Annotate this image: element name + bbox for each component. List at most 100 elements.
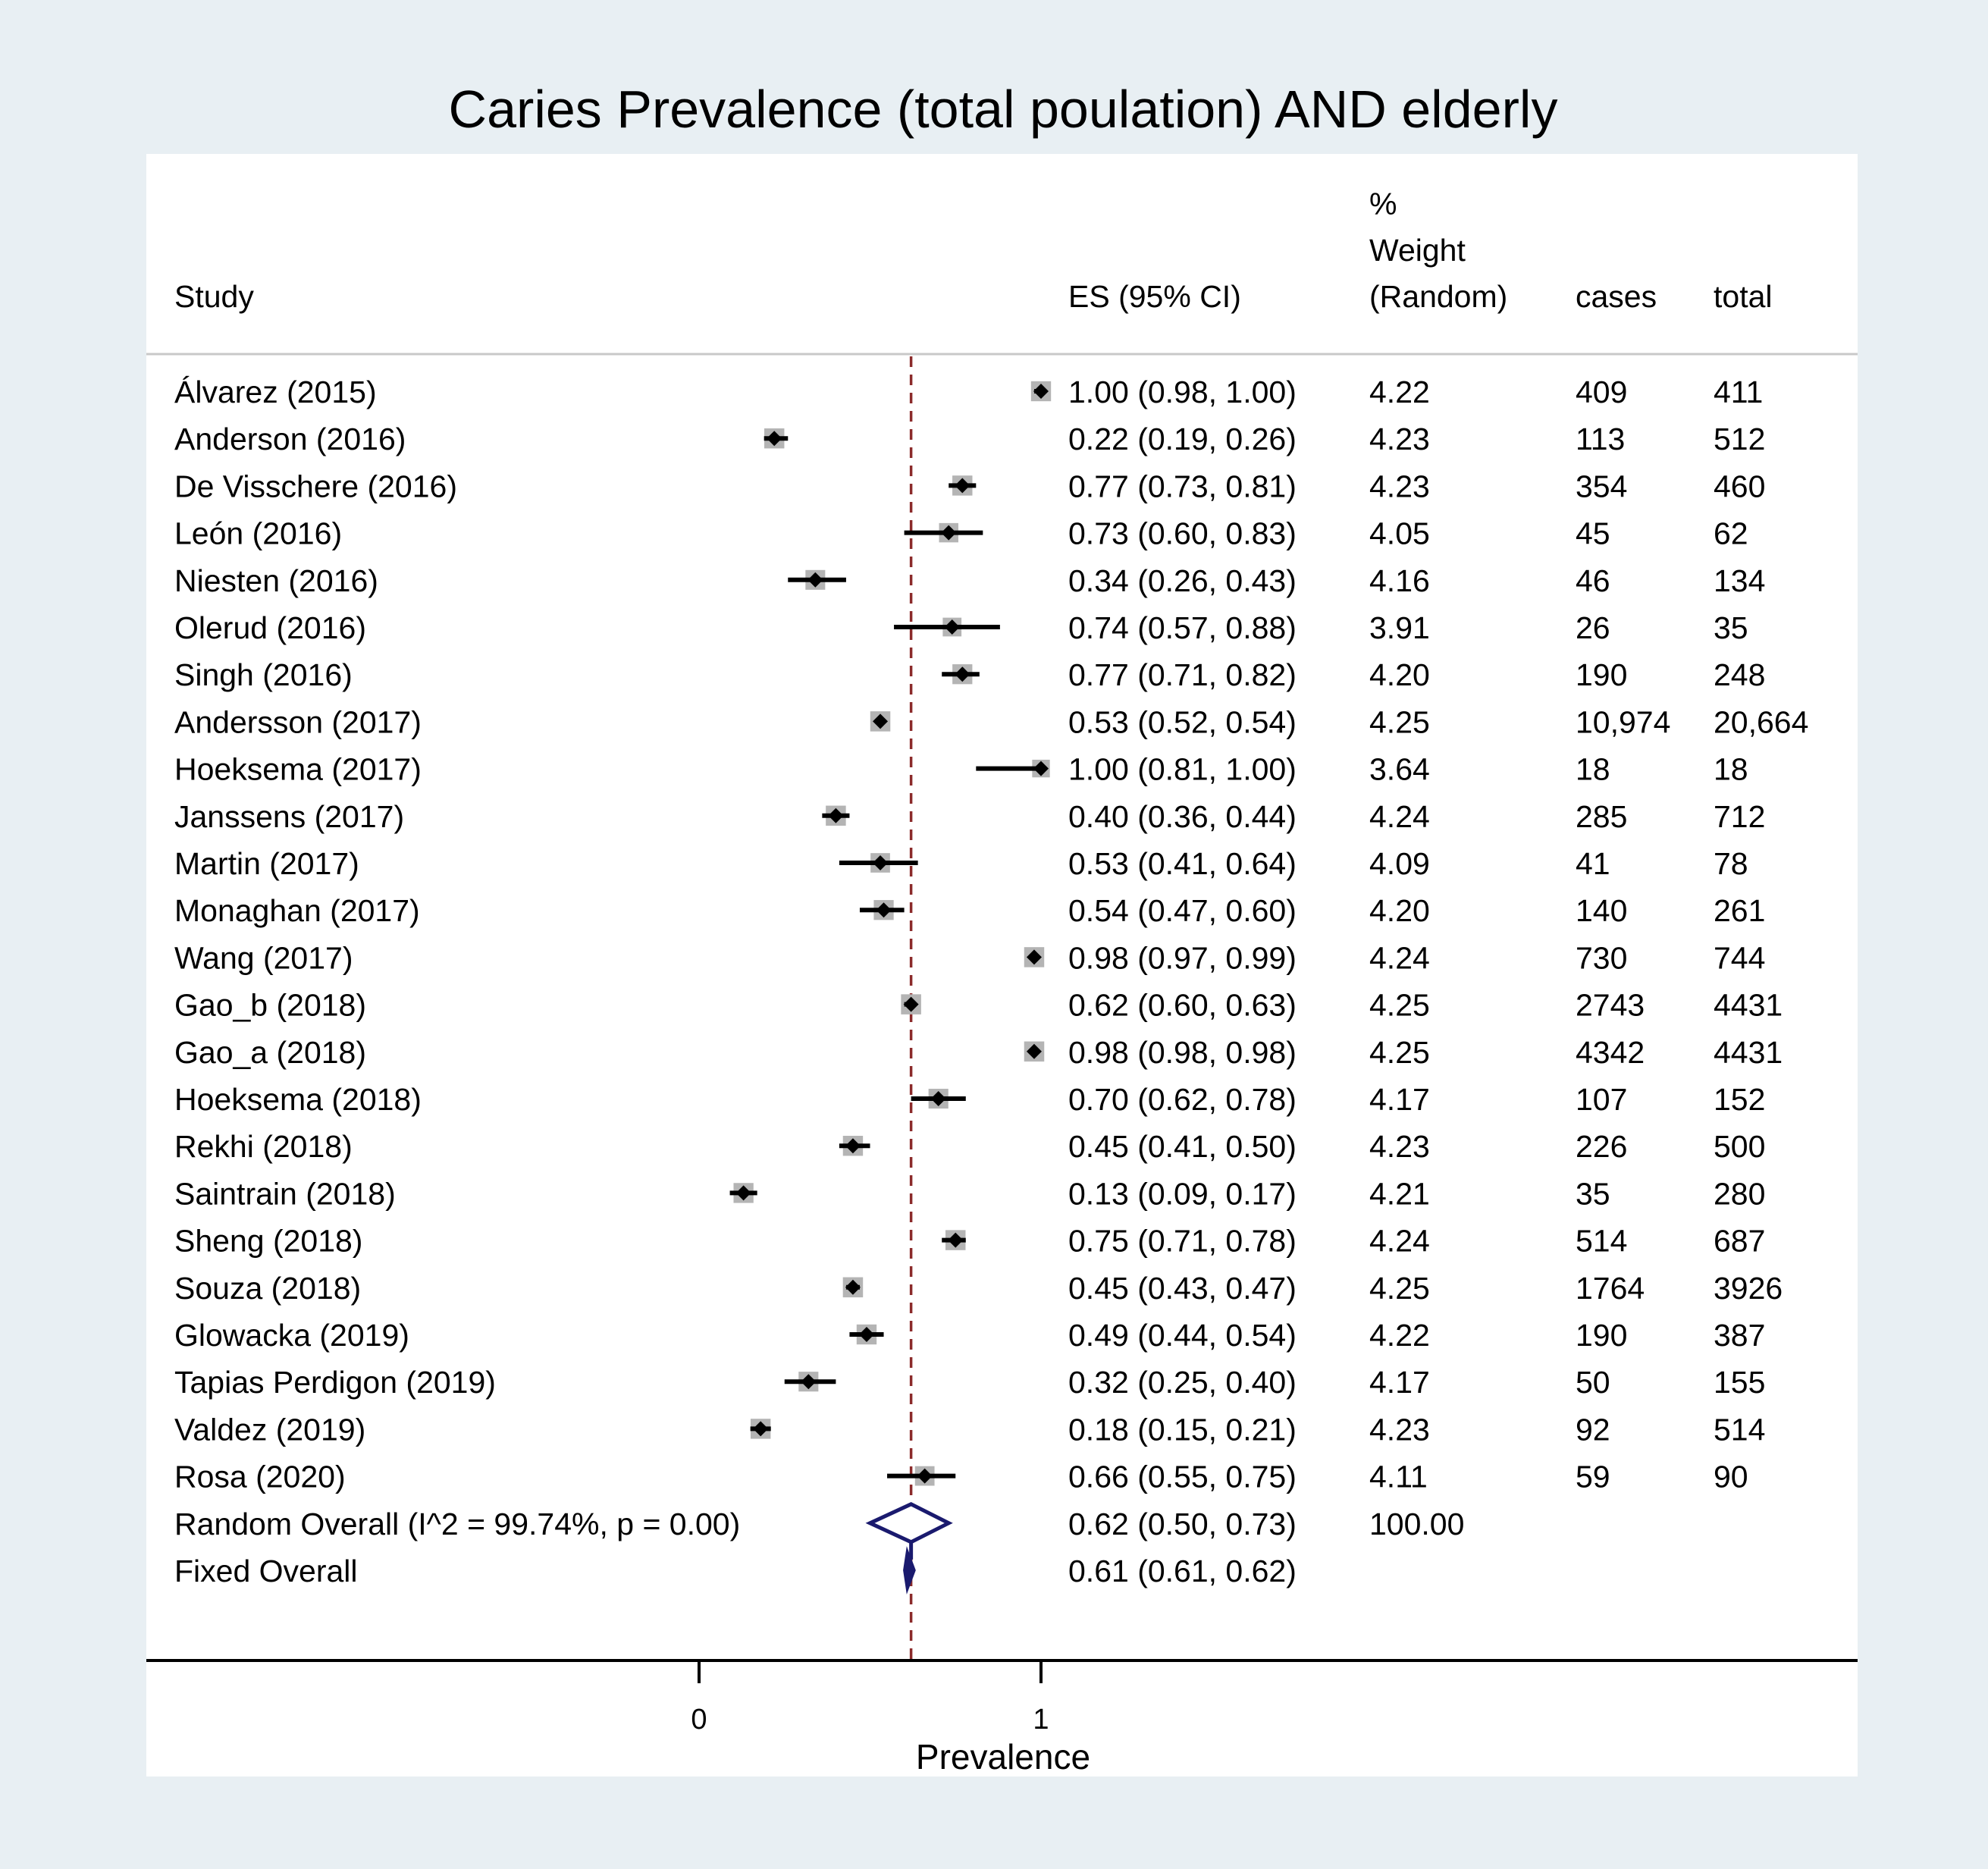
total-text: 3926	[1714, 1271, 1783, 1306]
weight-text: 4.23	[1369, 1129, 1430, 1164]
es-text: 0.40 (0.36, 0.44)	[1068, 799, 1297, 834]
cases-text: 409	[1576, 375, 1627, 409]
total-text: 280	[1714, 1176, 1765, 1211]
point-marker	[845, 1138, 861, 1154]
study-label: Souza (2018)	[174, 1271, 361, 1306]
study-label: Valdez (2019)	[174, 1412, 365, 1447]
weight-text: 4.20	[1369, 657, 1430, 692]
es-text: 0.77 (0.71, 0.82)	[1068, 657, 1297, 692]
total-text: 514	[1714, 1412, 1765, 1447]
point-marker	[1033, 384, 1049, 399]
es-text: 0.18 (0.15, 0.21)	[1068, 1412, 1297, 1447]
es-text: 0.70 (0.62, 0.78)	[1068, 1082, 1297, 1117]
point-marker	[1026, 949, 1042, 965]
es-text: 0.98 (0.97, 0.99)	[1068, 940, 1297, 975]
header-es: ES (95% CI)	[1068, 279, 1241, 314]
point-marker	[930, 1091, 946, 1106]
weight-text: 4.21	[1369, 1176, 1430, 1211]
header-study: Study	[174, 279, 254, 314]
point-marker	[845, 1279, 861, 1295]
weight-text: 4.22	[1369, 1318, 1430, 1353]
total-text: 744	[1714, 940, 1765, 975]
x-axis-label: Prevalence	[916, 1737, 1090, 1776]
study-label: Glowacka (2019)	[174, 1318, 409, 1353]
point-marker	[955, 666, 970, 682]
study-label: Hoeksema (2017)	[174, 752, 422, 787]
point-marker	[807, 572, 823, 588]
study-label: Saintrain (2018)	[174, 1176, 396, 1211]
study-label: Tapias Perdigon (2019)	[174, 1365, 496, 1400]
point-marker	[1033, 760, 1049, 776]
study-label: Álvarez (2015)	[174, 375, 377, 409]
weight-text: 4.23	[1369, 422, 1430, 456]
point-marker	[801, 1374, 817, 1390]
random-overall-diamond	[865, 1502, 953, 1544]
total-text: 155	[1714, 1365, 1765, 1400]
es-text: 0.54 (0.47, 0.60)	[1068, 893, 1297, 928]
cases-text: 4342	[1576, 1035, 1645, 1070]
fixed-overall-diamond	[903, 1546, 916, 1595]
cases-text: 514	[1576, 1224, 1627, 1259]
es-text: 0.77 (0.73, 0.81)	[1068, 469, 1297, 503]
cases-text: 140	[1576, 893, 1627, 928]
total-text: 78	[1714, 846, 1748, 881]
study-label: Olerud (2016)	[174, 610, 366, 645]
total-text: 134	[1714, 563, 1765, 598]
point-marker	[873, 713, 889, 729]
weight-text: 4.11	[1369, 1460, 1428, 1494]
cases-text: 35	[1576, 1176, 1610, 1211]
weight-text: 4.24	[1369, 1224, 1430, 1259]
overall-weight-text: 100.00	[1369, 1507, 1464, 1541]
weight-text: 3.91	[1369, 610, 1430, 645]
weight-text: 4.05	[1369, 516, 1430, 551]
es-text: 0.34 (0.26, 0.43)	[1068, 563, 1297, 598]
point-marker	[903, 996, 919, 1012]
es-text: 0.22 (0.19, 0.26)	[1068, 422, 1297, 456]
study-label: Niesten (2016)	[174, 563, 378, 598]
weight-text: 4.24	[1369, 940, 1430, 975]
es-text: 0.73 (0.60, 0.83)	[1068, 516, 1297, 551]
study-label: Gao_a (2018)	[174, 1035, 366, 1070]
point-marker	[917, 1468, 933, 1484]
header-weight-line2: Weight	[1369, 233, 1466, 268]
es-text: 1.00 (0.81, 1.00)	[1068, 752, 1297, 787]
cases-text: 113	[1576, 422, 1625, 456]
study-label: Gao_b (2018)	[174, 988, 366, 1023]
weight-text: 4.09	[1369, 846, 1430, 881]
cases-text: 730	[1576, 940, 1627, 975]
total-text: 687	[1714, 1224, 1765, 1259]
cases-text: 226	[1576, 1129, 1627, 1164]
es-text: 0.13 (0.09, 0.17)	[1068, 1176, 1297, 1211]
total-text: 460	[1714, 469, 1765, 503]
study-label: Andersson (2017)	[174, 704, 422, 739]
weight-text: 4.17	[1369, 1365, 1430, 1400]
total-text: 152	[1714, 1082, 1765, 1117]
weight-text: 4.16	[1369, 563, 1430, 598]
point-marker	[955, 478, 970, 494]
total-text: 20,664	[1714, 704, 1808, 739]
es-text: 0.32 (0.25, 0.40)	[1068, 1365, 1297, 1400]
study-label: Anderson (2016)	[174, 422, 406, 456]
total-text: 35	[1714, 610, 1748, 645]
point-marker	[858, 1327, 874, 1342]
cases-text: 10,974	[1576, 704, 1670, 739]
point-marker	[828, 807, 844, 823]
cases-text: 26	[1576, 610, 1610, 645]
total-text: 4431	[1714, 988, 1783, 1023]
es-text: 0.74 (0.57, 0.88)	[1068, 610, 1297, 645]
total-text: 512	[1714, 422, 1765, 456]
study-label: León (2016)	[174, 516, 342, 551]
point-marker	[1026, 1043, 1042, 1059]
weight-text: 4.25	[1369, 1035, 1430, 1070]
cases-text: 190	[1576, 1318, 1627, 1353]
total-text: 18	[1714, 752, 1748, 787]
study-label: Janssens (2017)	[174, 799, 404, 834]
weight-text: 4.20	[1369, 893, 1430, 928]
chart-title: Caries Prevalence (total poulation) AND …	[449, 80, 1558, 139]
weight-text: 4.23	[1369, 469, 1430, 503]
es-text: 0.62 (0.60, 0.63)	[1068, 988, 1297, 1023]
header-weight-line1: %	[1369, 187, 1397, 221]
weight-text: 4.25	[1369, 988, 1430, 1023]
total-text: 62	[1714, 516, 1748, 551]
cases-text: 59	[1576, 1460, 1610, 1494]
